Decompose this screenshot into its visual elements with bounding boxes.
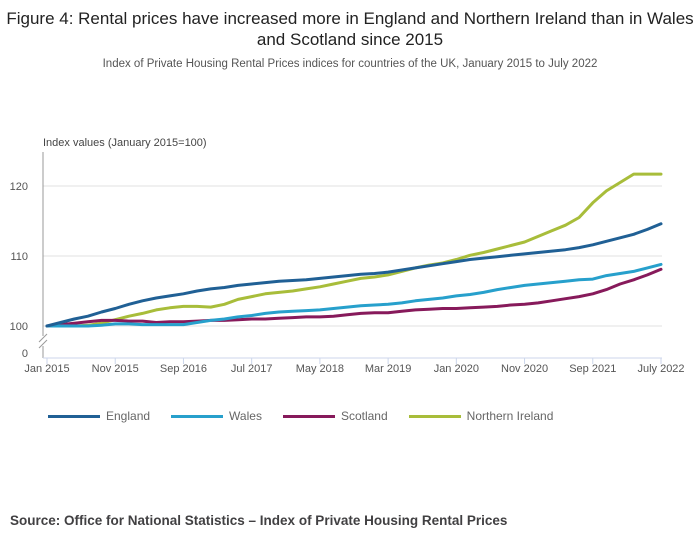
legend-label: Northern Ireland: [466, 409, 554, 423]
legend-item-northern-ireland[interactable]: Northern Ireland: [408, 409, 554, 423]
y-tick-label: 120: [10, 181, 28, 193]
x-tick-label: Jan 2020: [434, 363, 479, 375]
x-tick-label: Nov 2015: [92, 363, 139, 375]
series-line-england[interactable]: [45, 222, 663, 328]
series-line-northern-ireland[interactable]: [45, 172, 663, 328]
series-line-scotland[interactable]: [45, 267, 663, 328]
y-tick-label: 0: [22, 348, 28, 360]
x-tick-label: Jan 2015: [24, 363, 69, 375]
gridlines: [43, 185, 662, 327]
legend-label: Wales: [229, 409, 262, 423]
x-tick-label: Sep 2021: [569, 363, 616, 375]
source-note: Source: Office for National Statistics –…: [10, 513, 508, 528]
legend-label: Scotland: [340, 409, 388, 423]
x-tick-label: Jul 2017: [231, 363, 273, 375]
x-tick-label: Mar 2019: [365, 363, 411, 375]
legend-label: England: [106, 409, 151, 423]
y-axis-label: Index values (January 2015=100): [43, 137, 207, 149]
legend-swatch: [408, 414, 461, 418]
legend-swatch: [282, 414, 335, 418]
x-tick-label: July 2022: [637, 363, 684, 375]
legend-swatch: [171, 414, 224, 418]
x-ticks: Jan 2015 Nov 2015 Sep 2016 Jul 2017 May 2018…: [24, 358, 685, 375]
legend-item-wales[interactable]: Wales: [171, 409, 262, 423]
chart-title: Figure 4: Rental prices have increased m…: [6, 9, 694, 49]
y-tick-label: 110: [10, 251, 28, 263]
legend-item-scotland[interactable]: Scotland: [282, 409, 388, 423]
x-tick-label: Nov 2020: [501, 363, 548, 375]
chart-subtitle: Index of Private Housing Rental Prices i…: [102, 58, 598, 70]
x-tick-label: May 2018: [296, 363, 344, 375]
legend-swatch: [48, 414, 100, 418]
y-axis-break-icon: [37, 333, 49, 349]
legend-item-england[interactable]: England: [48, 409, 150, 423]
series-lines: [45, 172, 663, 328]
line-chart: Index values (January 2015=100) 0 100 110 1…: [10, 137, 685, 375]
series-line-wales[interactable]: [45, 262, 663, 328]
x-tick-label: Sep 2016: [160, 363, 207, 375]
y-tick-label: 100: [10, 321, 28, 333]
legend: England Wales Scotland Northern Ireland: [48, 409, 574, 423]
y-ticks: 0 100 110 120: [10, 181, 28, 360]
